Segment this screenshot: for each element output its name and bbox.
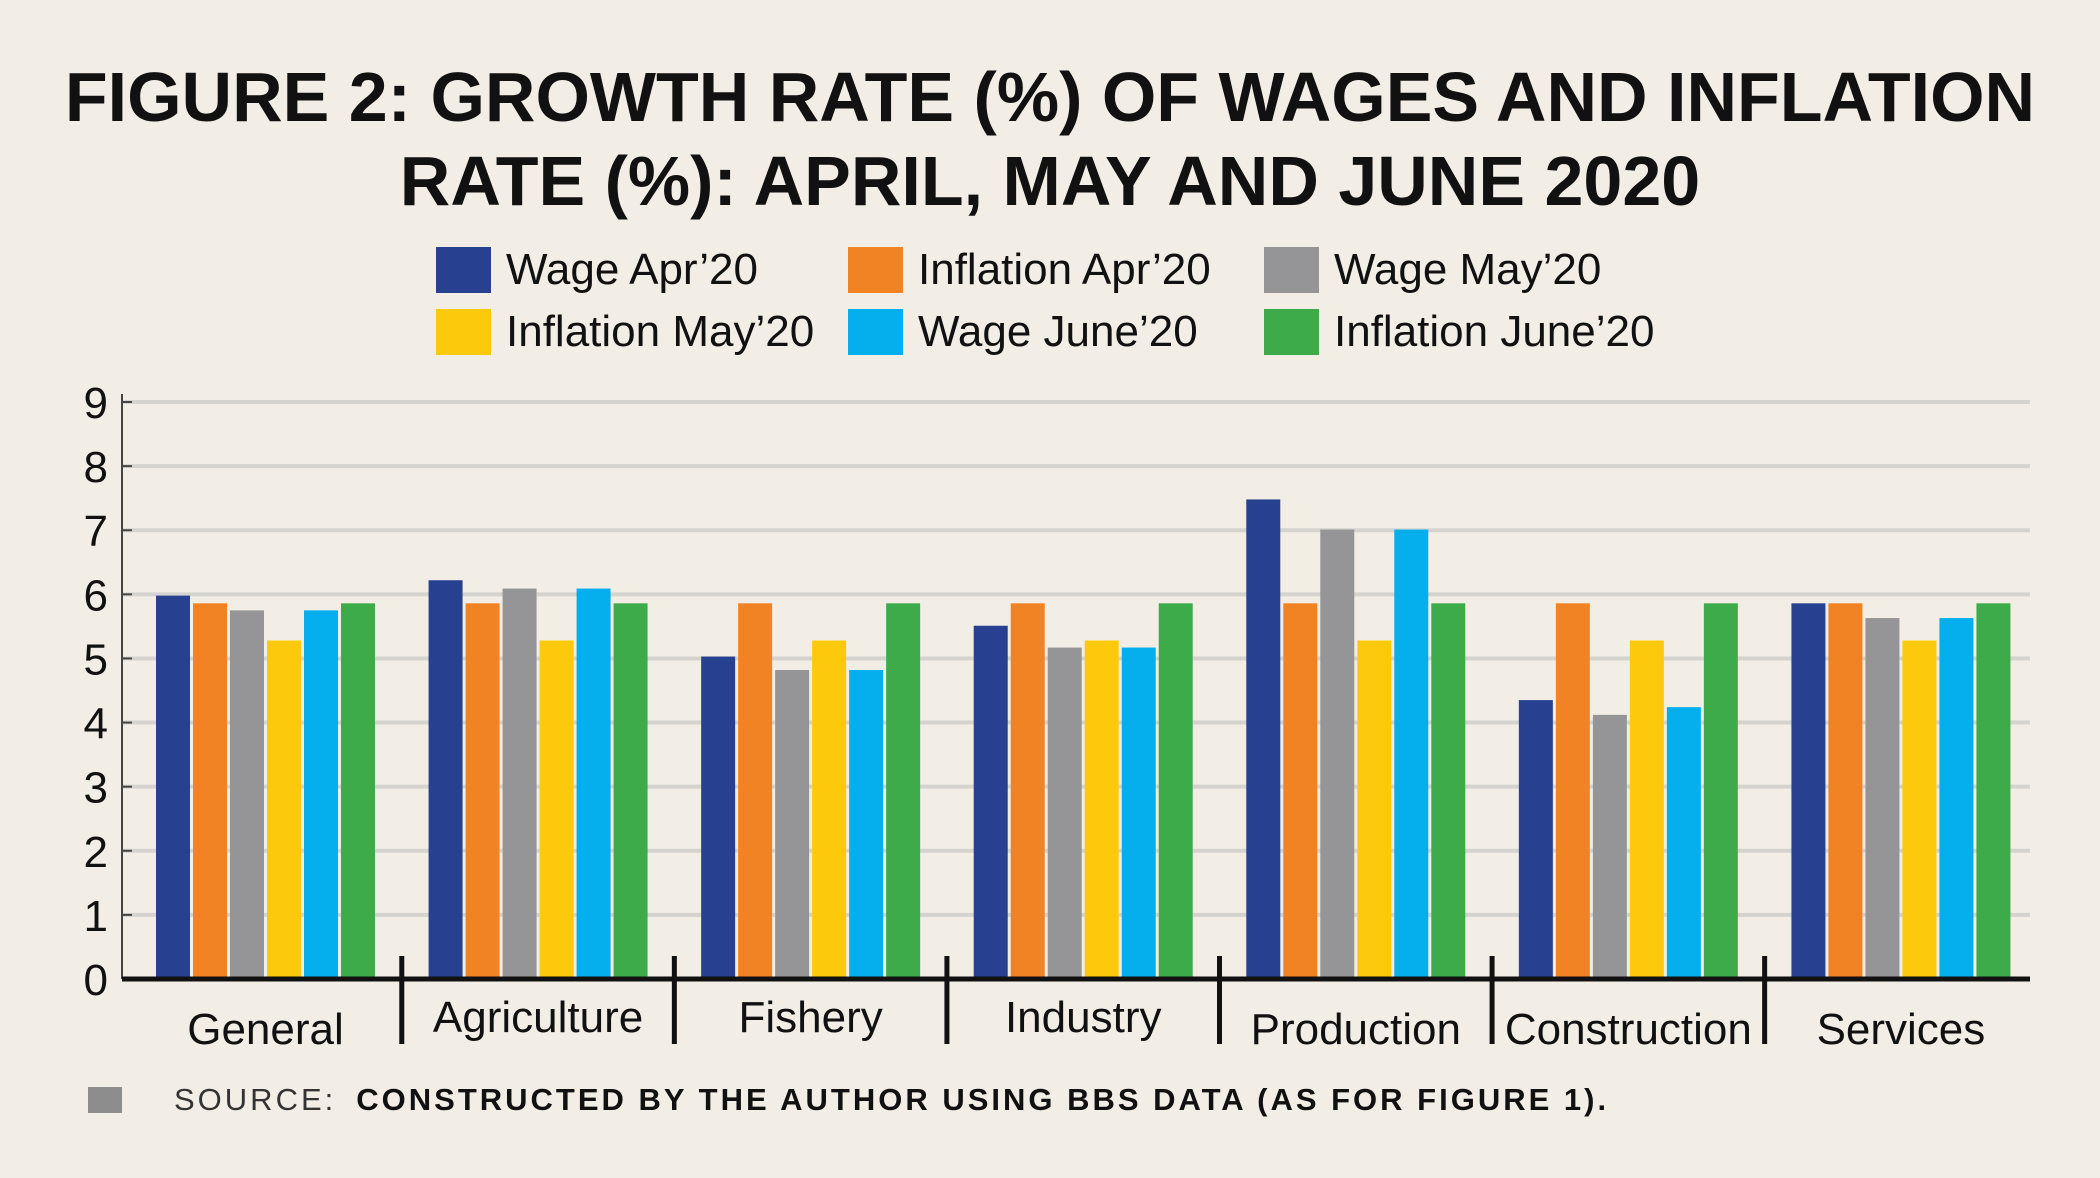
- bar: [1629, 640, 1664, 979]
- bar: [849, 669, 884, 979]
- legend-item-inflation-may: Inflation May’20: [436, 304, 814, 360]
- chart-title-line-1: FIGURE 2: GROWTH RATE (%) OF WAGES AND I…: [64, 58, 2036, 136]
- x-axis: [122, 956, 2030, 1044]
- bar: [613, 603, 648, 979]
- legend-label: Inflation June’20: [1334, 307, 1655, 356]
- y-tick-label: 5: [84, 635, 108, 684]
- bar: [1791, 603, 1826, 979]
- legend-swatch: [848, 309, 903, 355]
- bar: [502, 588, 537, 979]
- bar: [341, 603, 375, 979]
- bar: [428, 580, 463, 979]
- legend-label: Inflation Apr’20: [918, 245, 1211, 294]
- x-tick-label: Industry: [1005, 993, 1162, 1042]
- bars: [156, 499, 2011, 979]
- y-tick-label: 9: [84, 379, 108, 428]
- bar: [230, 610, 264, 979]
- bar: [465, 603, 500, 979]
- bar: [156, 595, 190, 979]
- bar: [1320, 529, 1355, 979]
- x-tick-label: Services: [1817, 1005, 1986, 1054]
- chart-legend: Wage Apr’20 Inflation Apr’20 Wage May’20…: [436, 242, 1736, 362]
- bar: [1431, 603, 1466, 979]
- bar: [973, 625, 1008, 979]
- chart-title: FIGURE 2: GROWTH RATE (%) OF WAGES AND I…: [0, 55, 2100, 223]
- bar: [193, 603, 227, 979]
- x-tick-label: Agriculture: [433, 993, 643, 1042]
- legend-item-inflation-apr: Inflation Apr’20: [848, 242, 1211, 298]
- y-tick-label: 4: [84, 700, 108, 749]
- legend-swatch: [1264, 247, 1319, 293]
- bar: [1047, 647, 1082, 979]
- x-tick-label: Construction: [1505, 1005, 1752, 1054]
- bar: [539, 640, 574, 979]
- legend-label: Wage May’20: [1334, 245, 1602, 294]
- bar: [1246, 499, 1281, 979]
- bar: [1084, 640, 1119, 979]
- y-axis-ticks: 0 1 2 3 4 5 6 7 8 9: [84, 379, 132, 1005]
- x-tick-label: Fishery: [739, 993, 883, 1042]
- y-tick-label: 6: [84, 571, 108, 620]
- legend-swatch: [1264, 309, 1319, 355]
- y-tick-label: 0: [84, 956, 108, 1005]
- legend-item-wage-apr: Wage Apr’20: [436, 242, 758, 298]
- bar: [812, 640, 847, 979]
- legend-item-wage-june: Wage June’20: [848, 304, 1198, 360]
- x-tick-label: General: [187, 1005, 344, 1054]
- bar: [1518, 700, 1553, 979]
- bar: [1666, 707, 1701, 979]
- bar: [267, 640, 301, 979]
- bar: [1010, 603, 1045, 979]
- legend-item-inflation-june: Inflation June’20: [1264, 304, 1654, 360]
- bar: [1703, 603, 1738, 979]
- bar: [1121, 647, 1156, 979]
- bar: [1555, 603, 1590, 979]
- source-note: SOURCE: CONSTRUCTED BY THE AUTHOR USING …: [88, 1080, 1609, 1120]
- source-text: CONSTRUCTED BY THE AUTHOR USING BBS DATA…: [356, 1082, 1610, 1117]
- bar: [775, 669, 810, 979]
- legend-swatch: [436, 309, 491, 355]
- x-tick-label: Production: [1251, 1005, 1461, 1054]
- bar: [738, 603, 773, 979]
- y-tick-label: 3: [84, 764, 108, 813]
- source-label: SOURCE:: [174, 1082, 337, 1117]
- source-bullet-icon: [88, 1087, 122, 1113]
- y-tick-label: 1: [84, 892, 108, 941]
- bar: [701, 656, 736, 979]
- bar: [1976, 603, 2011, 979]
- bar: [886, 603, 921, 979]
- y-tick-label: 7: [84, 507, 108, 556]
- bar: [1394, 529, 1429, 979]
- bar: [1902, 640, 1937, 979]
- bar: [1283, 603, 1318, 979]
- legend-swatch: [848, 247, 903, 293]
- bar: [1939, 618, 1974, 979]
- legend-item-wage-may: Wage May’20: [1264, 242, 1601, 298]
- x-axis-labels: General Agriculture Fishery Industry Product…: [187, 993, 1985, 1054]
- bar: [1158, 603, 1193, 979]
- bar: [1592, 714, 1627, 979]
- bar: [304, 610, 338, 979]
- y-tick-label: 8: [84, 443, 108, 492]
- bar: [576, 588, 611, 979]
- bar: [1865, 618, 1900, 979]
- legend-label: Inflation May’20: [506, 307, 815, 356]
- legend-label: Wage June’20: [918, 307, 1198, 356]
- legend-label: Wage Apr’20: [506, 245, 758, 294]
- y-tick-label: 2: [84, 828, 108, 877]
- legend-swatch: [436, 247, 491, 293]
- chart-title-line-2: RATE (%): APRIL, MAY AND JUNE 2020: [399, 142, 1701, 220]
- bar: [1828, 603, 1863, 979]
- bar: [1357, 640, 1392, 979]
